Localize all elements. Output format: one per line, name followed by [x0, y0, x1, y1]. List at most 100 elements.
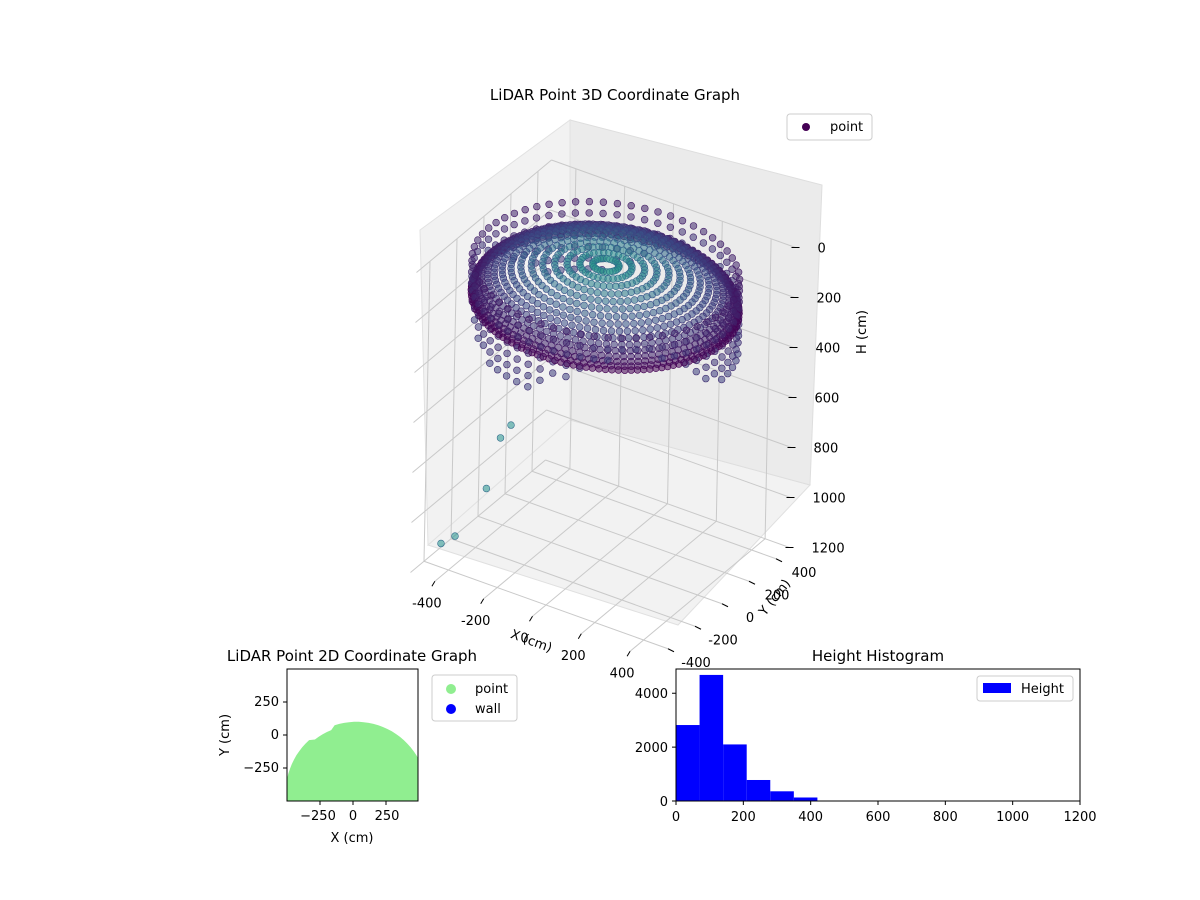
scatter-point	[618, 345, 626, 354]
scatter-point	[637, 319, 645, 327]
scatter-point	[492, 230, 500, 238]
scatter-point	[624, 334, 633, 342]
scatter-point	[728, 363, 737, 372]
scatter-point	[651, 316, 660, 324]
scatter-point	[558, 199, 566, 207]
ticks-3d: 020040060080010001200-400-2000200400-400…	[412, 242, 845, 682]
histogram-bar	[793, 797, 818, 801]
scatter-point	[552, 300, 560, 308]
scatter-point	[725, 313, 733, 322]
scatter-point	[580, 285, 588, 294]
scatter-point	[631, 327, 639, 335]
scatter-point	[537, 331, 545, 339]
scatter-point	[603, 305, 611, 313]
scatter-point	[609, 275, 617, 283]
scatter-point	[581, 309, 589, 317]
y-tick	[748, 580, 756, 585]
scatter-point	[475, 289, 483, 297]
scatter-point	[591, 325, 600, 334]
legend-wall-label: wall	[475, 702, 501, 717]
scatter-point	[514, 310, 522, 318]
scatter-point	[645, 344, 653, 353]
scatter-point	[613, 211, 621, 219]
scatter-point	[658, 332, 667, 340]
scatter-point	[678, 228, 686, 236]
scatter-point	[671, 329, 679, 338]
scatter-point	[678, 217, 687, 225]
scatter-point	[588, 311, 597, 319]
scatter-point	[510, 209, 519, 218]
legend-3d-label: point	[830, 120, 863, 135]
histogram-bar	[676, 725, 700, 801]
scatter-point	[601, 297, 610, 305]
x-axis-label-2d: X (cm)	[331, 831, 374, 846]
scatter-point	[469, 264, 477, 272]
scatter-point	[478, 230, 487, 238]
scatter-point	[702, 341, 711, 349]
scatter-point	[552, 309, 561, 317]
scatter-point	[547, 288, 556, 297]
scatter-point	[503, 349, 511, 358]
scatter-point	[559, 311, 568, 319]
legend-point-label: point	[475, 682, 508, 697]
scatter-point	[539, 303, 548, 311]
scatter-point	[522, 302, 530, 310]
x-tick-label: 400	[610, 666, 635, 681]
scatter-point	[493, 366, 502, 374]
scatter-point	[646, 365, 654, 373]
legend-2d: point wall	[431, 674, 518, 722]
z-tick-label: 1000	[813, 492, 846, 507]
scatter-point	[503, 327, 512, 335]
scatter-point	[587, 295, 595, 303]
x-tick-label: 0	[520, 631, 528, 646]
x-tick-label: -400	[412, 596, 442, 611]
y-tick-label: 0	[746, 611, 754, 626]
scatter-point	[575, 323, 584, 331]
legend-hist-label: Height	[1021, 682, 1064, 697]
scatter-point	[503, 360, 511, 369]
scatter-point	[596, 312, 605, 320]
plot-3d-title: LiDAR Point 3D Coordinate Graph	[490, 86, 740, 104]
z-tick-label: 1200	[812, 542, 845, 557]
scatter-point	[625, 341, 634, 349]
scatter-point	[487, 292, 495, 300]
hist-x-tick-label: 400	[798, 810, 823, 825]
scatter-point	[641, 204, 649, 213]
scatter-point	[542, 285, 551, 293]
scatter-point	[484, 235, 493, 244]
scatter-point	[599, 209, 607, 218]
scatter-point	[536, 376, 544, 384]
scatter-point	[437, 539, 445, 548]
scatter-point	[658, 343, 666, 351]
scatter-point	[549, 324, 558, 332]
scatter-point	[682, 326, 691, 334]
scatter-point	[728, 352, 737, 360]
scatter-point	[702, 363, 710, 371]
hist-y-tick-label: 2000	[635, 741, 668, 756]
scatter-point	[604, 356, 612, 364]
x-tick-label-2d: −250	[300, 809, 336, 824]
scatter-point	[666, 223, 675, 232]
scatter-point	[710, 358, 719, 367]
scatter-point	[451, 532, 459, 540]
scatter-point	[710, 370, 719, 378]
scatter-point	[513, 366, 521, 374]
scatter-point	[468, 256, 476, 265]
scatter-point	[711, 313, 720, 322]
scatter-point	[553, 292, 561, 300]
scatter-point	[699, 239, 708, 247]
scatter-point	[553, 317, 561, 325]
scatter-point	[535, 290, 543, 299]
scatter-point	[524, 371, 532, 380]
scatter-point	[548, 369, 557, 377]
scatter-point	[474, 334, 482, 342]
scatter-point	[604, 334, 612, 342]
z-tick-label: 600	[815, 392, 840, 407]
scatter-point	[562, 372, 570, 381]
histogram-bar	[746, 779, 771, 801]
histogram: Height Histogram 0 200 400 600 800 1000 1200 0 2…	[635, 647, 1097, 825]
scatter-point	[734, 268, 743, 276]
scatter-point	[537, 320, 545, 328]
scatter-point	[563, 327, 571, 336]
y-tick-label: -400	[681, 656, 711, 671]
